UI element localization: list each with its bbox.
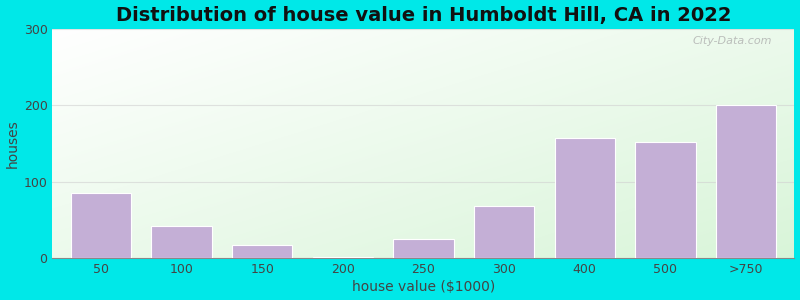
Bar [716,105,776,258]
Title: Distribution of house value in Humboldt Hill, CA in 2022: Distribution of house value in Humboldt … [116,6,731,25]
Bar [554,137,615,258]
Bar [313,257,373,258]
Bar [394,239,454,258]
Y-axis label: houses: houses [6,119,19,168]
Text: City-Data.com: City-Data.com [693,36,772,46]
Bar [151,226,212,258]
X-axis label: house value ($1000): house value ($1000) [352,280,495,294]
Bar [474,206,534,258]
Bar [635,142,696,258]
Bar [70,194,131,258]
Bar [232,245,292,258]
